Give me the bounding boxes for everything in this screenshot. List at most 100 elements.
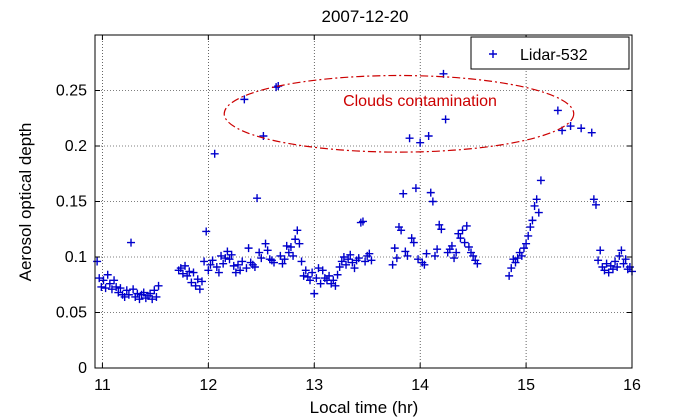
data-point — [191, 281, 200, 290]
data-point — [422, 249, 431, 258]
data-point — [420, 260, 429, 269]
data-point — [526, 223, 535, 232]
data-point — [325, 271, 334, 280]
data-point — [314, 264, 323, 273]
data-point — [255, 248, 264, 257]
data-point — [139, 288, 148, 297]
data-point — [566, 122, 575, 131]
data-point — [416, 138, 425, 147]
data-point — [602, 259, 611, 268]
data-point — [212, 262, 221, 271]
y-tick-label: 0 — [78, 360, 87, 377]
data-point — [600, 266, 609, 275]
data-point — [532, 195, 541, 204]
data-point — [433, 245, 442, 254]
data-point — [221, 254, 230, 263]
data-point — [428, 197, 437, 206]
data-point — [146, 289, 155, 298]
data-point — [473, 259, 482, 268]
clouds-contamination-ellipse — [223, 74, 575, 153]
data-point — [127, 238, 136, 247]
data-point — [240, 95, 249, 104]
legend-entry-lidar-532: Lidar-532 — [520, 47, 588, 64]
data-point — [530, 201, 539, 210]
data-point — [185, 267, 194, 276]
data-point — [407, 234, 416, 243]
data-point — [308, 268, 317, 277]
grid-lines — [95, 35, 632, 368]
data-point — [263, 246, 272, 255]
chart-title: 2007-12-20 — [322, 7, 409, 26]
data-point — [101, 284, 110, 293]
data-point — [587, 128, 596, 137]
data-point — [424, 132, 433, 141]
data-point — [112, 282, 121, 291]
data-point — [409, 238, 418, 247]
data-point — [619, 259, 628, 268]
data-point — [242, 264, 251, 273]
data-point — [350, 264, 359, 273]
data-point — [187, 278, 196, 287]
data-point — [295, 239, 304, 248]
data-point — [195, 285, 204, 294]
data-point — [397, 226, 406, 235]
data-point — [225, 255, 234, 264]
data-point — [367, 256, 376, 265]
data-point — [528, 216, 537, 225]
data-point — [346, 250, 355, 259]
data-point — [183, 271, 192, 280]
data-point — [450, 254, 459, 263]
data-point — [447, 241, 456, 250]
data-point — [577, 124, 586, 133]
data-point — [342, 260, 351, 269]
data-point — [437, 225, 446, 234]
data-point — [219, 259, 228, 268]
data-point — [152, 292, 161, 301]
data-point — [233, 260, 242, 269]
data-point — [95, 274, 104, 283]
data-point — [289, 251, 298, 260]
data-point — [354, 254, 363, 263]
data-point — [430, 251, 439, 260]
data-point — [411, 184, 420, 193]
data-point — [135, 295, 144, 304]
data-point — [511, 258, 520, 267]
data-point — [615, 251, 624, 260]
data-point — [591, 200, 600, 209]
data-point — [621, 255, 630, 264]
data-point — [358, 217, 367, 226]
x-tick-label: 11 — [94, 377, 111, 394]
data-point — [114, 288, 123, 297]
x-tick-label: 14 — [411, 377, 429, 394]
data-point — [456, 234, 465, 243]
data-point — [505, 271, 514, 280]
data-point — [105, 279, 114, 288]
data-point — [594, 256, 603, 265]
data-point — [200, 257, 209, 266]
y-tick-label: 0.25 — [56, 83, 87, 100]
data-point — [148, 295, 157, 304]
y-axis-label: Aerosol optical depth — [16, 123, 35, 282]
data-point — [596, 246, 605, 255]
data-point — [110, 276, 119, 285]
data-point — [401, 247, 410, 256]
data-point — [214, 268, 223, 277]
data-point — [150, 286, 159, 295]
data-point — [337, 257, 346, 266]
data-point — [282, 241, 291, 250]
x-tick-label: 15 — [517, 377, 535, 394]
data-point — [133, 289, 142, 298]
legend: Lidar-532 — [470, 36, 630, 70]
legend-marker-icon — [489, 50, 497, 58]
data-point — [197, 277, 206, 286]
data-point — [93, 257, 102, 266]
data-point — [390, 244, 399, 253]
data-point — [259, 132, 268, 141]
data-point — [441, 115, 450, 124]
data-point — [253, 194, 262, 203]
data-point — [120, 292, 129, 301]
data-point — [403, 251, 412, 260]
data-point — [178, 269, 187, 278]
data-point — [193, 275, 202, 284]
data-point — [513, 254, 522, 263]
